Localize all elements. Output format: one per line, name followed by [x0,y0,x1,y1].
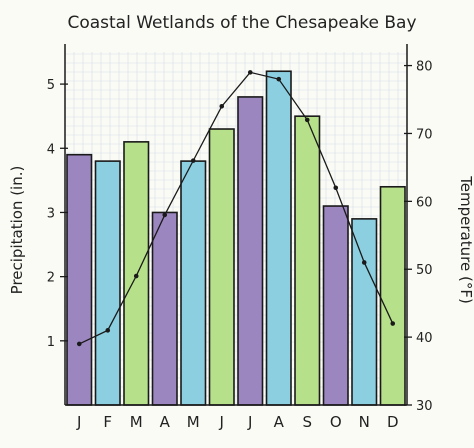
bar-5 [180,160,207,406]
x-tick-label: J [76,413,81,431]
x-tick-label: N [359,413,370,431]
bar-11 [351,218,378,406]
temperature-point-10 [333,185,339,191]
y-tick-label: 4 [47,142,55,157]
x-tick-label: J [219,413,224,431]
bar-1 [66,153,93,406]
temperature-point-1 [76,341,82,347]
x-tick-label: D [387,413,399,431]
y2-tick-label: 50 [416,263,433,278]
bar-7 [237,96,264,406]
x-tick-label: M [130,413,143,431]
bar-10 [322,205,349,406]
temperature-point-12 [390,321,396,326]
bar-6 [208,128,235,406]
x-tick-label: A [160,413,171,431]
y2-tick-label: 70 [416,127,433,142]
y2-axis-label: Temperature (°F) [457,175,474,304]
temperature-line [78,71,394,345]
temperature-point-5 [190,158,196,163]
y2-tick-label: 40 [416,331,433,346]
y-tick-label: 5 [47,78,55,93]
temperature-line-group [76,70,396,347]
temperature-point-11 [361,260,367,265]
chart-title: Coastal Wetlands of the Chesapeake Bay [67,13,416,33]
labels: Coastal Wetlands of the Chesapeake Bay P… [8,13,474,304]
temperature-point-6 [219,104,225,109]
temperature-point-7 [247,70,253,75]
y2-tick-label: 80 [416,60,433,75]
temperature-point-3 [133,273,139,279]
x-tick-label: O [330,413,342,431]
precipitation-bars [66,70,406,406]
bar-9 [294,115,321,406]
bar-2 [94,160,121,406]
y-tick-label: 2 [47,271,55,286]
x-tick-label: J [247,413,252,431]
temperature-point-2 [105,328,111,333]
y2-tick-label: 60 [416,195,433,210]
bar-4 [151,211,178,406]
y2-tick-label: 30 [416,399,433,414]
temperature-point-9 [304,117,310,123]
x-tick-label: F [103,413,112,431]
y-tick-label: 1 [47,335,55,350]
temperature-point-4 [162,212,168,218]
x-tick-label: M [187,413,200,431]
bar-3 [123,141,150,406]
x-tick-label: S [302,413,312,431]
bar-12 [379,185,406,406]
x-tick-label: A [274,413,285,431]
bar-8 [265,70,292,406]
temperature-point-8 [276,76,282,82]
y-tick-label: 3 [47,206,55,221]
y-axis-label: Precipitation (in.) [8,166,26,295]
